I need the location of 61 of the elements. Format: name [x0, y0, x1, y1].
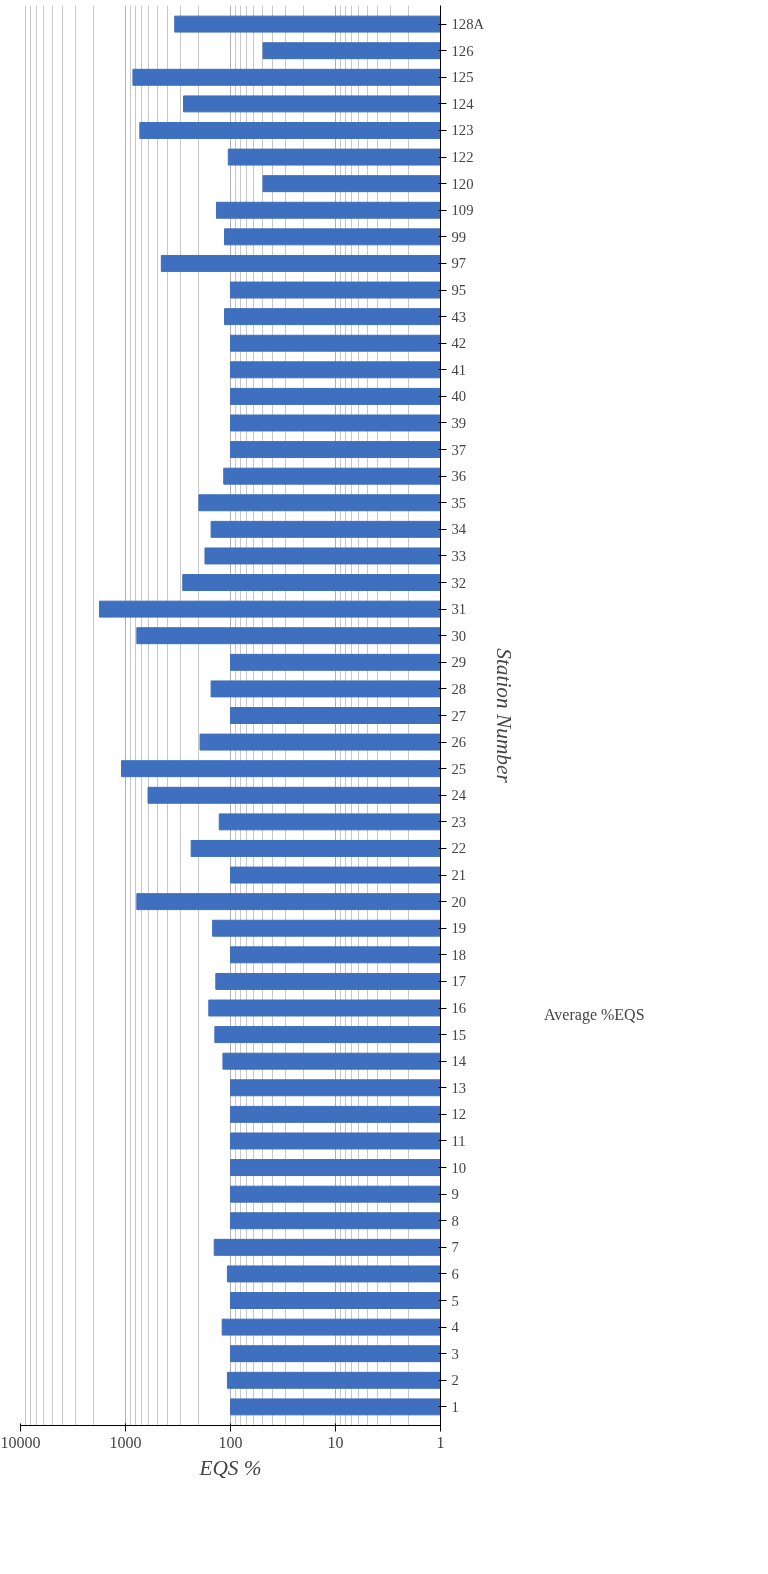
y-tick-label: 15 — [451, 1026, 467, 1043]
y-tick-label: 8 — [451, 1212, 459, 1229]
y-tick-label: 99 — [451, 228, 467, 245]
y-tick-label: 27 — [451, 707, 467, 724]
y-tick-label: 16 — [451, 1000, 467, 1017]
y-tick-label: 97 — [451, 255, 467, 272]
y-tick-label: 123 — [451, 122, 474, 139]
y-tick-label: 11 — [451, 1132, 466, 1149]
text: Average %EQS — [544, 1006, 645, 1024]
y-tick-label: 13 — [451, 1079, 467, 1096]
y-tick-label: 31 — [451, 601, 467, 618]
y-tick-label: 126 — [451, 42, 474, 59]
y-tick-label: 35 — [451, 494, 467, 511]
y-tick-label: 9 — [451, 1186, 459, 1203]
y-tick-label: 40 — [451, 388, 467, 405]
y-tick-label: 7 — [451, 1239, 459, 1256]
y-tick-label: 17 — [451, 973, 467, 990]
y-tick-label: 41 — [451, 361, 467, 378]
y-tick-label: 23 — [451, 813, 467, 830]
y-tick-label: 125 — [451, 69, 474, 86]
y-tick-label: 25 — [451, 760, 467, 777]
y-tick-label: 18 — [451, 946, 467, 963]
y-tick-label: 4 — [451, 1319, 460, 1336]
x-tick-label: 100 — [218, 1433, 243, 1451]
y-tick-label: 24 — [451, 787, 467, 804]
y-tick-label: 33 — [451, 547, 467, 564]
y-tick-label: 32 — [451, 574, 467, 591]
y-tick-label: 6 — [451, 1265, 459, 1282]
y-tick-label: 19 — [451, 920, 467, 937]
y-tick-label: 28 — [451, 680, 467, 697]
x-tick-label: 10 — [327, 1433, 344, 1451]
x-tick-label: 1000 — [109, 1433, 142, 1451]
x-tick-label: 10000 — [0, 1433, 41, 1451]
y-tick-label: 95 — [451, 282, 467, 299]
y-tick-label: 5 — [451, 1292, 459, 1309]
y-tick-label: 10 — [451, 1159, 467, 1176]
y-tick-label: 109 — [451, 202, 474, 219]
y-tick-label: 128A — [451, 16, 485, 33]
y-tick-label: 21 — [451, 867, 467, 884]
y-tick-label: 30 — [451, 627, 467, 644]
y-tick-label: 26 — [451, 734, 467, 751]
y-tick-label: 12 — [451, 1106, 467, 1123]
y-tick-label: 20 — [451, 893, 467, 910]
y-tick-label: 34 — [451, 521, 467, 538]
y-tick-label: 2 — [451, 1372, 459, 1389]
x-axis-title: EQS % — [198, 1455, 262, 1480]
y-tick-label: 3 — [451, 1345, 459, 1362]
y-tick-label: 122 — [451, 149, 474, 166]
y-tick-label: 14 — [451, 1053, 467, 1070]
y-tick-label: 37 — [451, 441, 467, 458]
x-tick-label: 1 — [436, 1433, 445, 1451]
y-tick-label: 42 — [451, 335, 467, 352]
y-tick-label: 120 — [451, 175, 474, 192]
y-axis-title: Station Number — [492, 648, 517, 784]
y-tick-label: 36 — [451, 468, 467, 485]
y-tick-label: 1 — [451, 1398, 459, 1415]
y-tick-label: 22 — [451, 840, 467, 857]
y-tick-label: 39 — [451, 414, 467, 431]
y-tick-label: 29 — [451, 654, 467, 671]
y-tick-label: 43 — [451, 308, 467, 325]
y-tick-label: 124 — [451, 95, 475, 112]
